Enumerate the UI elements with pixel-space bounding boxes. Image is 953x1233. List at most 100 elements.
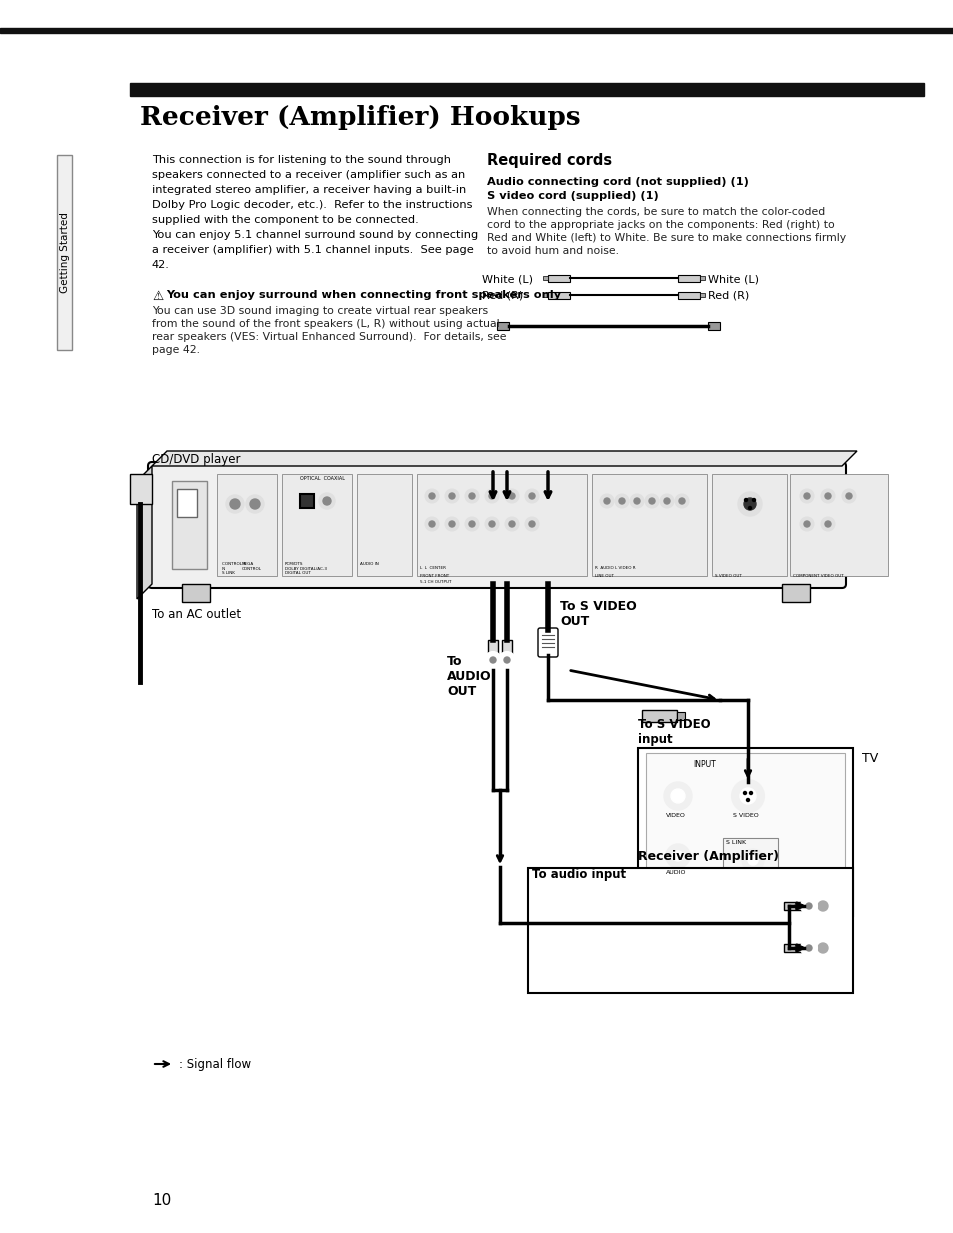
Text: integrated stereo amplifier, a receiver having a built-in: integrated stereo amplifier, a receiver … xyxy=(152,185,466,195)
Bar xyxy=(216,473,276,576)
Bar xyxy=(501,640,512,660)
Text: S VIDEO OUT: S VIDEO OUT xyxy=(714,575,741,578)
Bar xyxy=(356,473,412,576)
Circle shape xyxy=(429,522,435,526)
Text: Receiver (Amplifier): Receiver (Amplifier) xyxy=(638,850,779,863)
Circle shape xyxy=(323,497,331,506)
Text: You can use 3D sound imaging to create virtual rear speakers: You can use 3D sound imaging to create v… xyxy=(152,306,488,316)
Circle shape xyxy=(648,498,655,504)
Circle shape xyxy=(670,789,684,803)
Circle shape xyxy=(618,498,624,504)
Text: CD/DVD player: CD/DVD player xyxy=(152,453,240,466)
Circle shape xyxy=(615,494,628,508)
Circle shape xyxy=(665,845,689,868)
Circle shape xyxy=(845,493,851,499)
Circle shape xyxy=(469,493,475,499)
Circle shape xyxy=(424,517,438,531)
Bar xyxy=(0,28,953,33)
Text: White (L): White (L) xyxy=(481,274,533,284)
Text: Dolby Pro Logic decoder, etc.).  Refer to the instructions: Dolby Pro Logic decoder, etc.). Refer to… xyxy=(152,200,472,210)
Circle shape xyxy=(821,490,834,503)
Bar xyxy=(299,494,314,508)
Text: Red (R): Red (R) xyxy=(481,291,522,301)
Circle shape xyxy=(464,490,478,503)
Circle shape xyxy=(805,944,811,951)
Circle shape xyxy=(803,493,809,499)
Text: TV: TV xyxy=(862,752,878,764)
Text: Red and White (left) to White. Be sure to make connections firmly: Red and White (left) to White. Be sure t… xyxy=(486,233,845,243)
Circle shape xyxy=(743,498,747,502)
Circle shape xyxy=(504,517,518,531)
Text: Getting Started: Getting Started xyxy=(60,212,70,293)
Circle shape xyxy=(752,498,755,502)
Text: White (L): White (L) xyxy=(707,274,759,284)
Circle shape xyxy=(659,494,673,508)
Circle shape xyxy=(745,799,749,801)
Bar xyxy=(57,155,71,350)
Circle shape xyxy=(663,498,669,504)
Bar xyxy=(172,481,207,568)
Circle shape xyxy=(529,522,535,526)
Bar xyxy=(783,944,803,952)
Circle shape xyxy=(824,493,830,499)
Text: To S VIDEO
input: To S VIDEO input xyxy=(638,718,710,746)
Circle shape xyxy=(498,652,515,668)
Circle shape xyxy=(490,657,496,663)
Circle shape xyxy=(810,894,834,919)
Text: S VIDEO: S VIDEO xyxy=(732,813,758,817)
Bar xyxy=(645,753,844,911)
Text: Audio connecting cord (not supplied) (1): Audio connecting cord (not supplied) (1) xyxy=(486,178,748,187)
Bar xyxy=(130,83,923,96)
Bar xyxy=(641,710,677,723)
Circle shape xyxy=(800,490,813,503)
Text: INPUT: INPUT xyxy=(692,760,715,769)
Bar xyxy=(177,490,196,517)
Bar xyxy=(527,868,852,993)
Text: Receiver (Amplifier) Hookups: Receiver (Amplifier) Hookups xyxy=(140,105,580,129)
Text: speakers connected to a receiver (amplifier such as an: speakers connected to a receiver (amplif… xyxy=(152,170,465,180)
Circle shape xyxy=(629,494,643,508)
Bar xyxy=(722,838,778,873)
Text: 42.: 42. xyxy=(152,260,170,270)
Circle shape xyxy=(644,494,659,508)
Circle shape xyxy=(524,490,538,503)
Bar xyxy=(783,903,803,910)
Circle shape xyxy=(731,780,763,813)
Circle shape xyxy=(230,499,240,509)
Circle shape xyxy=(489,493,495,499)
Bar xyxy=(547,275,569,282)
Bar xyxy=(678,292,700,298)
Circle shape xyxy=(469,522,475,526)
Text: This connection is for listening to the sound through: This connection is for listening to the … xyxy=(152,155,451,165)
Circle shape xyxy=(743,498,755,510)
Bar xyxy=(638,748,852,916)
Text: MEGA
CONTROL: MEGA CONTROL xyxy=(242,562,262,571)
Text: supplied with the component to be connected.: supplied with the component to be connec… xyxy=(152,215,418,224)
Text: To S VIDEO
OUT: To S VIDEO OUT xyxy=(559,600,636,628)
Text: Red (R): Red (R) xyxy=(707,291,748,301)
Circle shape xyxy=(803,522,809,526)
Bar xyxy=(707,322,720,330)
Circle shape xyxy=(504,490,518,503)
Text: S video cord (supplied) (1): S video cord (supplied) (1) xyxy=(486,191,659,201)
Text: rear speakers (VES: Virtual Enhanced Surround).  For details, see: rear speakers (VES: Virtual Enhanced Sur… xyxy=(152,332,506,342)
Circle shape xyxy=(817,901,827,911)
Circle shape xyxy=(318,493,335,509)
Bar xyxy=(678,275,700,282)
Circle shape xyxy=(742,792,745,794)
Bar xyxy=(488,640,497,660)
Circle shape xyxy=(509,493,515,499)
Text: 5.1 CH OUTPUT: 5.1 CH OUTPUT xyxy=(419,580,451,584)
Bar xyxy=(182,584,210,602)
Circle shape xyxy=(800,517,813,531)
Text: You can enjoy 5.1 channel surround sound by connecting: You can enjoy 5.1 channel surround sound… xyxy=(152,231,477,240)
Circle shape xyxy=(749,792,752,794)
Circle shape xyxy=(484,517,498,531)
Text: To
AUDIO
OUT: To AUDIO OUT xyxy=(447,655,491,698)
Text: R  AUDIO L VIDEO R: R AUDIO L VIDEO R xyxy=(595,566,635,570)
Bar xyxy=(542,293,547,297)
Circle shape xyxy=(817,943,827,953)
Text: PCM/DTS
DOLBY DIGITAL/AC-3
DIGITAL OUT: PCM/DTS DOLBY DIGITAL/AC-3 DIGITAL OUT xyxy=(285,562,327,576)
Text: VIDEO: VIDEO xyxy=(665,813,685,817)
Text: cord to the appropriate jacks on the components: Red (right) to: cord to the appropriate jacks on the com… xyxy=(486,219,834,231)
